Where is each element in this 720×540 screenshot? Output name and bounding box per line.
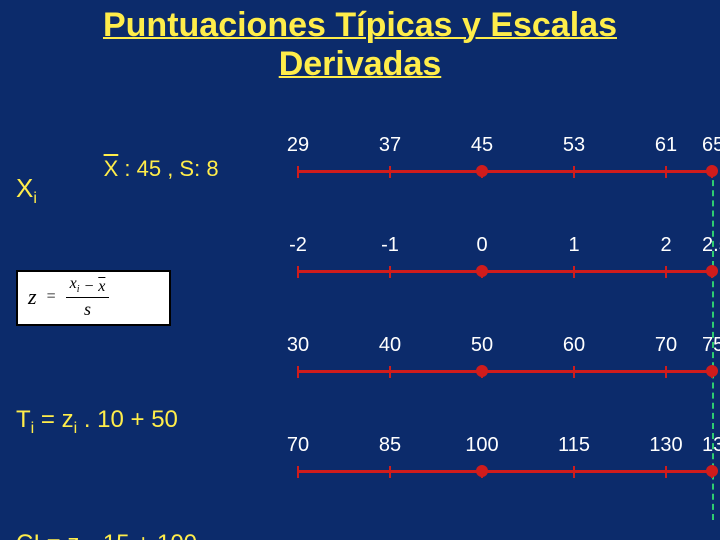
z-denominator: s — [84, 298, 91, 318]
scale-axis-line — [298, 470, 712, 473]
scale-tick-label: 30 — [287, 334, 309, 357]
xi-symbol: Xi — [16, 173, 37, 208]
scale-tick — [573, 266, 575, 278]
scale-tick-label: 60 — [563, 334, 585, 357]
title-line-2: Derivadas — [279, 45, 442, 83]
scale-marker-dot — [476, 265, 488, 277]
scale-tick-label: 70 — [655, 334, 677, 357]
scale-tick — [573, 466, 575, 478]
ci-formula: CI = zi . 15 + 100 — [16, 530, 266, 540]
scale-tick — [665, 466, 667, 478]
scale-extra-label: 2.5 — [702, 234, 720, 257]
scale-axis-line — [298, 270, 712, 273]
scale-row: 30 40 50 60 70 75 — [280, 326, 720, 426]
scale-extra-label: 75 — [702, 334, 720, 357]
scale-tick-label: 29 — [287, 134, 309, 157]
scale-tick — [573, 166, 575, 178]
scale-tick — [711, 166, 713, 178]
z-formula-box: z = xi − x s — [16, 270, 171, 326]
scale-tick — [665, 366, 667, 378]
scale-tick-label: 1 — [568, 234, 579, 257]
scale-tick — [389, 166, 391, 178]
scale-axis-line — [298, 370, 712, 373]
scale-tick — [573, 366, 575, 378]
z-numerator: xi − x — [66, 276, 110, 298]
scale-tick — [297, 166, 299, 178]
scale-tick-label: 0 — [476, 234, 487, 257]
scale-tick-label: 45 — [471, 134, 493, 157]
scale-tick-label: 115 — [558, 434, 590, 457]
scale-tick-label: -1 — [381, 234, 399, 257]
scale-tick — [297, 466, 299, 478]
scale-tick-label: 53 — [563, 134, 585, 157]
scale-tick-label: 50 — [471, 334, 493, 357]
scale-tick — [389, 266, 391, 278]
scale-axis-line — [298, 170, 712, 173]
scale-tick — [389, 366, 391, 378]
scale-tick-label: 2 — [660, 234, 671, 257]
scale-tick-label: 130 — [649, 434, 682, 457]
scale-tick — [665, 266, 667, 278]
scale-extra-label: 137.5 — [702, 434, 720, 457]
z-formula: z = xi − x s — [28, 276, 159, 318]
mean-sd-text: X : 45 , S: 8 — [67, 130, 219, 208]
scale-tick-label: 37 — [379, 134, 401, 157]
t-formula: Ti = zi . 10 + 50 — [16, 406, 266, 438]
scale-tick-label: 61 — [655, 134, 677, 157]
z-fraction: xi − x s — [66, 276, 110, 318]
scale-tick — [711, 466, 713, 478]
scale-row: 70 85 100 115 130 137.5 — [280, 426, 720, 526]
scale-tick — [665, 166, 667, 178]
scale-tick-label: -2 — [289, 234, 307, 257]
scale-tick-label: 70 — [287, 434, 309, 457]
scale-tick — [297, 366, 299, 378]
scale-tick — [711, 366, 713, 378]
slide-title: Puntuaciones Típicas y Escalas Derivadas — [0, 0, 720, 84]
scales-area: 29 37 45 53 61 65 -2 -1 0 1 2 2.5 30 40 50 60 70 75 70 85 10… — [280, 126, 720, 526]
scale-tick-label: 85 — [379, 434, 401, 457]
scale-tick-label: 40 — [379, 334, 401, 357]
scale-marker-dot — [476, 165, 488, 177]
scale-extra-label: 65 — [702, 134, 720, 157]
title-line-1: Puntuaciones Típicas y Escalas — [103, 6, 617, 44]
scale-tick — [711, 266, 713, 278]
scale-tick — [297, 266, 299, 278]
scale-tick-label: 100 — [465, 434, 498, 457]
scale-tick — [389, 466, 391, 478]
scale-row: -2 -1 0 1 2 2.5 — [280, 226, 720, 326]
scale-marker-dot — [476, 365, 488, 377]
left-column: Xi X : 45 , S: 8 z = xi − x s Ti = zi . … — [16, 130, 266, 540]
xi-row: Xi X : 45 , S: 8 — [16, 130, 266, 208]
scale-marker-dot — [476, 465, 488, 477]
scale-row: 29 37 45 53 61 65 — [280, 126, 720, 226]
